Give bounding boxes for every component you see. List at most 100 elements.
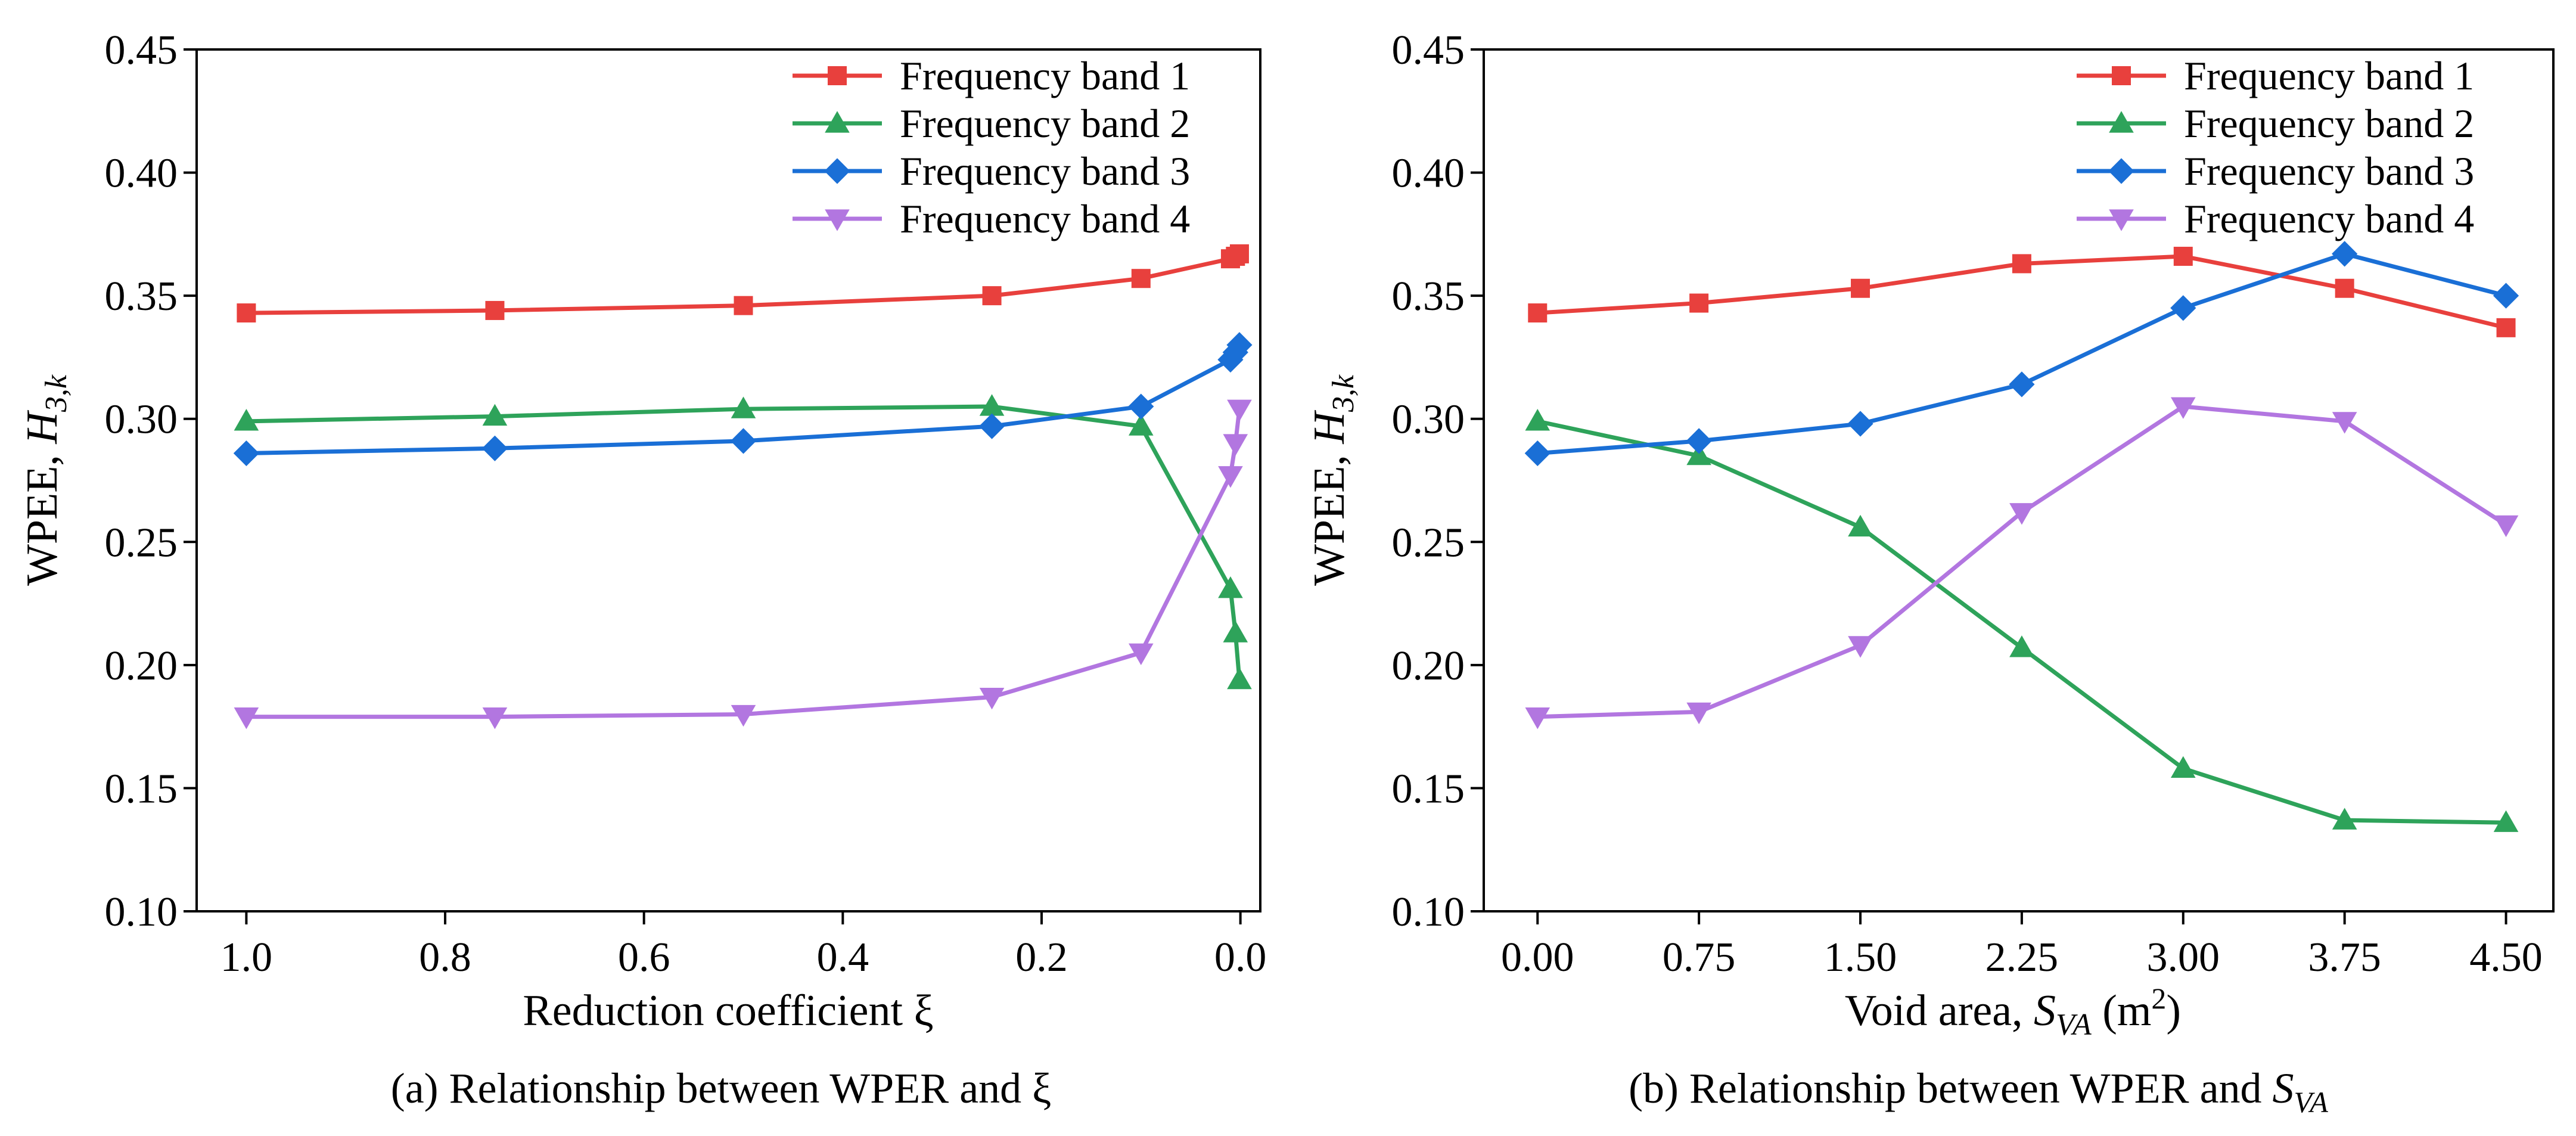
- chart-a-data-point: [979, 394, 1005, 416]
- chart-a-data-point: [734, 296, 753, 315]
- chart-b-xtick-label: 3.75: [2308, 935, 2381, 980]
- chart-b-data-point: [1686, 702, 1711, 725]
- chart-a-xtick-label: 0.0: [1214, 935, 1267, 980]
- chart-a-data-point: [1128, 393, 1154, 420]
- chart-b-data-point: [2170, 397, 2196, 419]
- chart-a-data-point: [234, 409, 259, 431]
- chart-b-ytick-label: 0.30: [1392, 397, 1465, 443]
- chart-b-legend-item: Frequency band 3: [2077, 148, 2474, 194]
- chart-b-data-point: [1524, 440, 1550, 467]
- chart-a-data-point: [982, 286, 1002, 306]
- chart-b-caption-var: S: [2273, 1064, 2294, 1112]
- chart-b-data-point: [2009, 635, 2034, 657]
- chart-b-data-point: [2170, 295, 2196, 321]
- chart-a-data-point: [1131, 269, 1151, 288]
- chart-b-series-line: [1537, 419, 2506, 825]
- chart-b-legend-marker: [2112, 66, 2131, 85]
- chart-a-xlabel: Reduction coefficient ξ: [523, 986, 933, 1035]
- chart-a-ytick-label: 0.45: [105, 27, 178, 73]
- chart-a-legend-marker: [828, 66, 847, 85]
- chart-b-data-point: [1851, 278, 1870, 298]
- chart-b-xtick-label: 0.00: [1501, 935, 1574, 980]
- chart-a-ylabel: WPEE, H3,k: [18, 374, 73, 586]
- chart-b-xtick-label: 1.50: [1824, 935, 1897, 980]
- chart-a-ytick-label: 0.35: [105, 274, 178, 319]
- chart-a-data-point: [481, 435, 508, 461]
- chart-b-data-point: [1847, 411, 1873, 437]
- chart-a-data-point: [731, 396, 756, 418]
- chart-a-data-point: [1226, 332, 1253, 358]
- chart-b-ytick-label: 0.25: [1392, 520, 1465, 566]
- chart-a-legend-label: Frequency band 4: [900, 196, 1190, 241]
- chart-b-legend-marker: [2109, 209, 2134, 231]
- chart-a-ytick-label: 0.40: [105, 151, 178, 197]
- chart-a-legend-item: Frequency band 3: [793, 148, 1190, 194]
- chart-a-legend-item: Frequency band 2: [793, 101, 1190, 146]
- chart-b-xtick-label: 0.75: [1663, 935, 1736, 980]
- chart-a-plot-frame: [195, 48, 1261, 912]
- chart-b-ylabel: WPEE, H3,k: [1305, 374, 1360, 586]
- chart-a-data-point: [979, 687, 1005, 710]
- chart-b-ylabel-sub: 3,k: [1326, 374, 1360, 412]
- chart-b-caption: (b) Relationship between WPER and SVA: [1629, 1064, 2328, 1119]
- chart-a-xtick-label: 0.4: [817, 935, 869, 980]
- chart-a-ytick-label: 0.30: [105, 397, 178, 443]
- chart-b-data-point: [2009, 371, 2035, 398]
- chart-b: 0.10 0.15 0.20 0.25 0.30 0.35 0.40 0.45 0.00 0.75…: [1305, 27, 2555, 1119]
- chart-a-ylabel-sub: 3,k: [39, 374, 73, 412]
- chart-b-data-point: [2493, 515, 2519, 538]
- chart-b-legend-item: Frequency band 2: [2077, 101, 2474, 146]
- chart-a-legend-item: Frequency band 1: [793, 53, 1190, 98]
- chart-b-data-point: [2332, 241, 2358, 267]
- chart-b-xlabel-close: ): [2166, 986, 2181, 1035]
- chart-a-ylabel-var: H: [18, 410, 67, 445]
- chart-a: 0.10 0.15 0.20 0.25 0.30 0.35 0.40 0.45 1.0 0.8 0.…: [18, 27, 1266, 1112]
- chart-a-series-frequency-band-1: [237, 244, 1249, 323]
- chart-a-data-point: [1129, 414, 1154, 436]
- chart-a-legend-marker: [825, 111, 850, 133]
- chart-b-data-point: [2332, 412, 2357, 434]
- chart-a-data-point: [482, 707, 508, 730]
- chart-a-data-point: [234, 707, 259, 730]
- chart-a-ytick-label: 0.20: [105, 643, 178, 689]
- chart-b-data-point: [2493, 810, 2519, 832]
- chart-b-data-point: [1848, 636, 1873, 658]
- chart-a-data-point: [731, 704, 756, 727]
- chart-a-legend-item: Frequency band 4: [793, 196, 1190, 241]
- chart-a-data-point: [1129, 643, 1154, 665]
- chart-b-xlabel-unit: (m: [2092, 986, 2152, 1035]
- chart-b-data-point: [1848, 514, 1873, 537]
- chart-a-data-point: [1223, 434, 1248, 456]
- chart-b-series-frequency-band-2: [1525, 409, 2519, 832]
- chart-b-data-point: [1525, 707, 1550, 730]
- chart-b-legend-label: Frequency band 2: [2184, 101, 2474, 146]
- chart-b-data-point: [2332, 808, 2357, 830]
- chart-b-data-point: [2335, 278, 2354, 298]
- chart-a-data-point: [482, 404, 508, 426]
- chart-b-data-point: [2173, 247, 2193, 266]
- chart-a-series-line: [246, 408, 1242, 719]
- chart-a-legend-marker: [825, 209, 850, 231]
- chart-b-legend-label: Frequency band 3: [2184, 148, 2474, 194]
- chart-b-ytick-label: 0.10: [1392, 889, 1465, 935]
- chart-b-ytick-label: 0.45: [1392, 27, 1465, 73]
- chart-b-data-point: [1686, 443, 1711, 465]
- chart-a-ytick-label: 0.10: [105, 889, 178, 935]
- chart-b-data-point: [1528, 303, 1548, 323]
- chart-b-xlabel: Void area, SVA (m2): [1845, 982, 2181, 1042]
- chart-b-data-point: [2012, 254, 2031, 274]
- chart-b-series-line: [1537, 252, 2507, 456]
- chart-b-series-frequency-band-3: [1524, 241, 2519, 467]
- chart-b-xlabel-sup: 2: [2151, 982, 2166, 1015]
- chart-a-data-point: [1218, 466, 1243, 488]
- chart-b-series-frequency-band-1: [1528, 247, 2516, 337]
- chart-b-data-point: [2493, 283, 2519, 309]
- chart-a-xtick-label: 0.6: [618, 935, 670, 980]
- chart-a-data-point: [1223, 620, 1248, 643]
- chart-a-data-point: [237, 303, 256, 323]
- chart-b-xlabel-var: S: [2034, 986, 2056, 1035]
- chart-a-data-point: [978, 413, 1005, 439]
- chart-a-data-point: [1227, 667, 1252, 690]
- chart-a-data-point: [1227, 399, 1252, 421]
- chart-b-xtick-label: 4.50: [2469, 935, 2543, 980]
